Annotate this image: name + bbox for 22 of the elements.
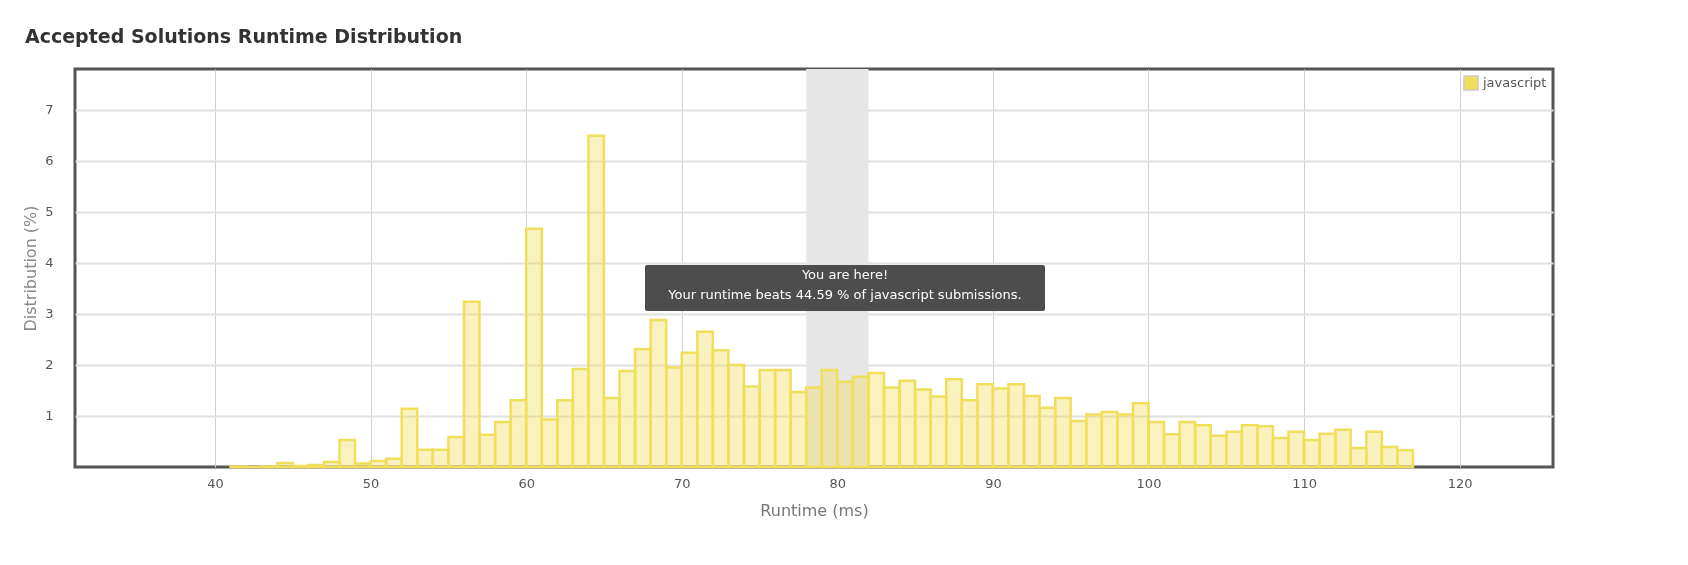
- x-tick-label: 50: [362, 475, 380, 491]
- x-tick-label: 60: [518, 475, 535, 491]
- x-axis-title: Runtime (ms): [760, 500, 869, 520]
- x-tick-label: 120: [1447, 475, 1473, 491]
- y-tick-label: 6: [45, 153, 54, 169]
- annotation: Your runtime beats 44.59 % of javascript submissions.: [667, 287, 1022, 302]
- x-tick-label: 80: [829, 475, 847, 491]
- legend-label: javascript: [1482, 75, 1547, 90]
- y-tick-label: 5: [45, 204, 54, 220]
- x-tick-label: 70: [673, 475, 691, 491]
- x-tick-label: 110: [1292, 475, 1317, 491]
- chart-title: Accepted Solutions Runtime Distribution: [25, 25, 463, 47]
- x-tick-label: 100: [1136, 475, 1162, 491]
- y-tick-label: 3: [45, 306, 54, 322]
- x-tick-label: 40: [207, 475, 224, 491]
- y-tick-label: 2: [45, 357, 54, 373]
- y-axis-title: Distribution (%): [21, 205, 41, 332]
- y-tick-label: 1: [45, 408, 54, 424]
- y-tick-label: 4: [45, 255, 54, 271]
- annotation: You are here!: [800, 267, 889, 282]
- y-tick-label: 7: [45, 102, 54, 118]
- x-tick-label: 90: [985, 475, 1002, 491]
